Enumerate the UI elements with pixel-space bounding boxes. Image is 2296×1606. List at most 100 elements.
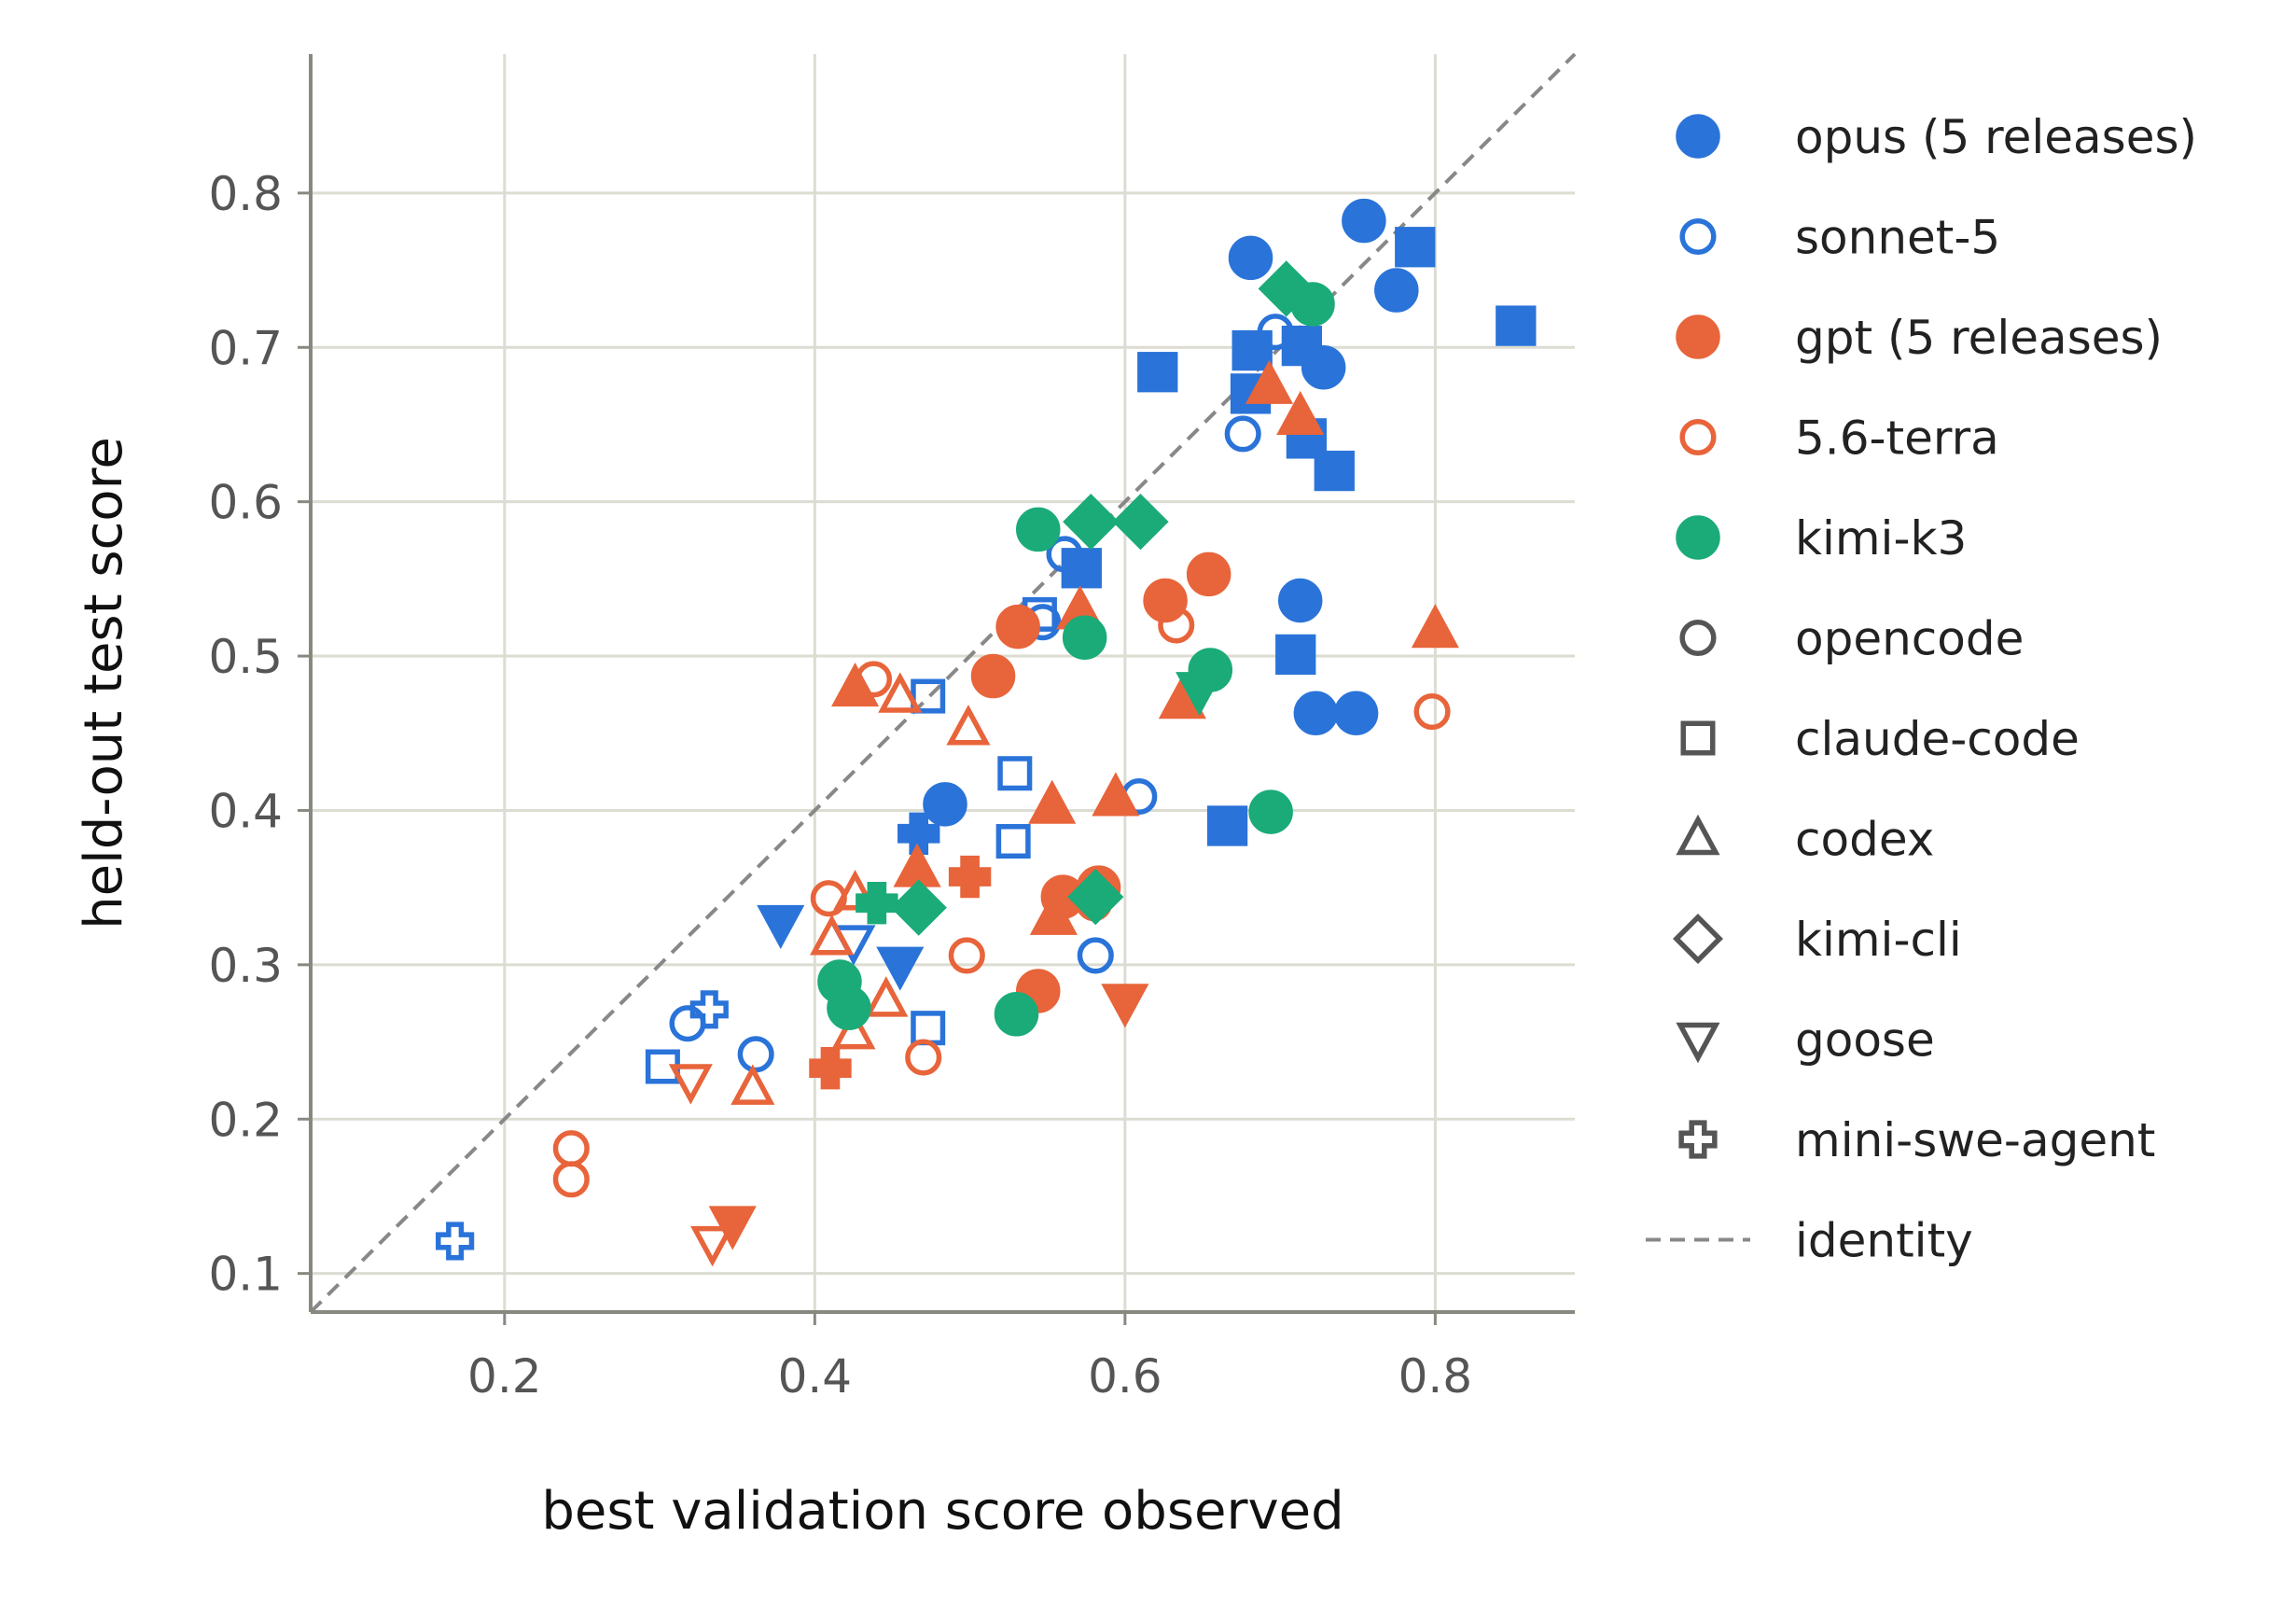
x-tick-label: 0.6 xyxy=(1088,1349,1162,1404)
data-point xyxy=(898,812,940,855)
data-point xyxy=(856,881,898,925)
legend-item: codex xyxy=(1676,813,1934,867)
y-tick-labels: 0.1 0.2 0.3 0.4 0.5 0.6 0.7 0.8 xyxy=(208,167,283,1302)
data-point xyxy=(1186,552,1231,597)
data-point xyxy=(1413,693,1451,731)
legend-item: mini-swe-agent xyxy=(1678,1113,2155,1167)
y-tick-label: 0.3 xyxy=(208,939,283,993)
legend-label: sonnet-5 xyxy=(1795,211,2000,265)
data-point xyxy=(1257,314,1294,351)
data-point xyxy=(1077,937,1114,974)
legend-label: 5.6-terra xyxy=(1795,412,1999,466)
identity-line xyxy=(309,52,1577,1314)
legend-label: goose xyxy=(1795,1013,1935,1068)
data-point xyxy=(668,1064,713,1105)
data-point xyxy=(890,879,947,936)
y-tick-label: 0.2 xyxy=(208,1093,283,1147)
y-tick-label: 0.8 xyxy=(208,167,283,221)
legend-label: opus (5 releases) xyxy=(1795,110,2197,164)
data-point xyxy=(731,1064,775,1105)
data-point xyxy=(689,990,729,1029)
data-point xyxy=(1028,779,1077,824)
legend: opus (5 releases) sonnet-5 gpt (5 releases… xyxy=(1646,110,2197,1268)
legend-swatch xyxy=(1678,1120,1718,1159)
legend-swatch xyxy=(1676,314,1720,359)
legend-swatch xyxy=(1676,515,1720,560)
legend-swatch xyxy=(1679,217,1717,256)
data-point xyxy=(911,1011,946,1046)
data-point xyxy=(1277,578,1323,623)
legend-label: kimi-k3 xyxy=(1795,511,1967,566)
data-point xyxy=(905,1039,942,1076)
legend-swatch xyxy=(1676,1022,1720,1064)
legend-item: kimi-k3 xyxy=(1676,511,1967,566)
data-point xyxy=(690,1225,735,1267)
legend-item: identity xyxy=(1646,1214,1973,1268)
data-point xyxy=(1275,634,1316,676)
data-point xyxy=(1176,672,1224,717)
legend-label: kimi-cli xyxy=(1795,913,1962,967)
y-tick-label: 0.6 xyxy=(208,476,283,530)
y-tick-label: 0.4 xyxy=(208,784,283,838)
x-axis-label: best validation score observed xyxy=(541,1481,1343,1542)
y-tick-label: 0.7 xyxy=(208,321,283,375)
data-point xyxy=(948,937,985,974)
data-point xyxy=(1496,305,1537,346)
data-point xyxy=(552,1161,590,1198)
axes xyxy=(298,54,1575,1325)
data-point xyxy=(1281,325,1323,367)
data-point xyxy=(1158,607,1195,644)
legend-label: mini-swe-agent xyxy=(1795,1113,2155,1167)
data-point xyxy=(948,855,992,899)
x-tick-label: 0.8 xyxy=(1398,1349,1473,1404)
data-point xyxy=(911,678,946,714)
data-point xyxy=(864,976,909,1017)
data-point xyxy=(855,661,893,698)
legend-item: sonnet-5 xyxy=(1679,211,2000,265)
data-point xyxy=(1245,359,1294,404)
legend-item: opencode xyxy=(1679,612,2024,666)
data-point xyxy=(1276,390,1325,435)
data-point xyxy=(1062,615,1107,660)
data-point xyxy=(1374,268,1419,313)
legend-label: claude-code xyxy=(1795,712,2080,766)
data-point xyxy=(827,985,871,1030)
y-tick-label: 0.5 xyxy=(208,630,283,684)
data-point xyxy=(876,946,925,991)
data-point xyxy=(893,843,941,887)
data-point xyxy=(830,662,880,707)
data-point xyxy=(1224,415,1261,453)
legend-item: goose xyxy=(1676,1013,1935,1068)
y-tick-label: 0.1 xyxy=(208,1248,283,1302)
legend-item: 5.6-terra xyxy=(1679,412,1999,466)
data-point xyxy=(737,1036,774,1073)
data-point xyxy=(1137,352,1178,393)
data-point xyxy=(831,1008,876,1050)
data-point xyxy=(1015,507,1061,552)
legend-label: identity xyxy=(1795,1214,1973,1268)
data-point xyxy=(809,1046,852,1090)
data-point xyxy=(995,604,1040,649)
legend-item: kimi-cli xyxy=(1673,913,1962,967)
data-point xyxy=(994,992,1039,1037)
legend-item: opus (5 releases) xyxy=(1676,110,2197,164)
data-point xyxy=(1067,868,1124,926)
data-point xyxy=(1046,536,1083,573)
data-point xyxy=(1231,329,1273,371)
data-point xyxy=(1206,805,1248,846)
legend-item: gpt (5 releases) xyxy=(1676,311,2163,365)
x-tick-label: 0.4 xyxy=(778,1349,853,1404)
data-point xyxy=(1063,494,1120,551)
x-tick-labels: 0.2 0.4 0.6 0.8 xyxy=(467,1349,1472,1404)
data-point xyxy=(1293,691,1339,736)
data-point xyxy=(995,824,1031,859)
legend-label: opencode xyxy=(1795,612,2024,666)
data-point xyxy=(1029,890,1078,935)
legend-label: codex xyxy=(1795,813,1934,867)
legend-swatch xyxy=(1673,914,1723,964)
legend-swatch xyxy=(1679,418,1717,456)
data-point xyxy=(1112,494,1169,551)
legend-label: gpt (5 releases) xyxy=(1795,311,2163,365)
legend-swatch xyxy=(1680,720,1716,756)
data-point xyxy=(1314,450,1355,492)
